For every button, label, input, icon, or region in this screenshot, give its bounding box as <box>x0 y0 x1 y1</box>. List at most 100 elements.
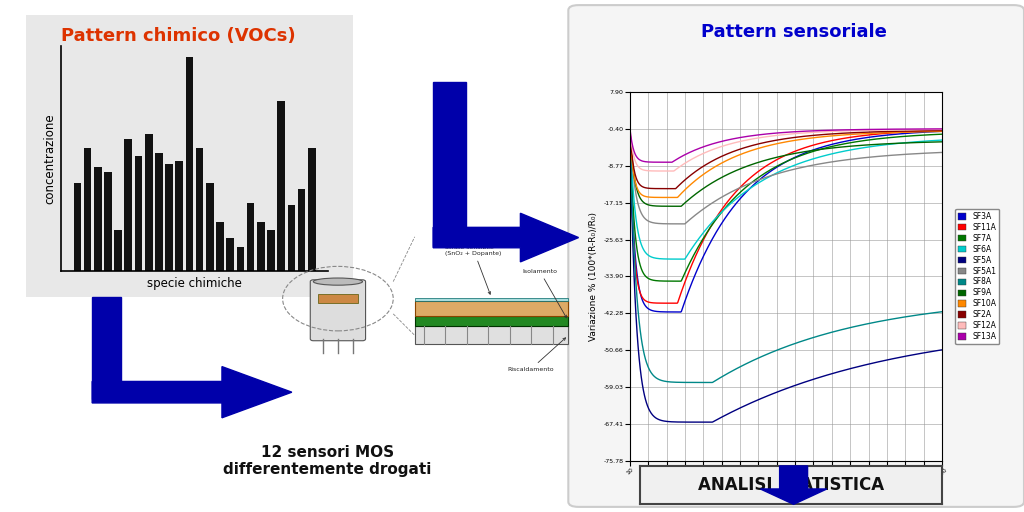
SF9A <box>675 203 687 209</box>
SF5A <box>679 419 691 425</box>
SF2A <box>624 124 636 130</box>
SF5A <box>706 419 718 425</box>
SF10A <box>765 142 777 148</box>
SF10A <box>624 124 636 130</box>
Bar <box>196 147 204 271</box>
Text: 12 sensori MOS
differentemente drogati: 12 sensori MOS differentemente drogati <box>223 444 432 477</box>
Line: SF7A: SF7A <box>630 127 942 281</box>
Text: Riscaldamento: Riscaldamento <box>507 338 565 372</box>
SF13A <box>705 141 717 147</box>
SF5A1 <box>936 150 948 156</box>
Bar <box>216 222 224 271</box>
SF12A <box>705 147 717 154</box>
SF8A <box>703 379 716 386</box>
SF11A <box>765 160 777 166</box>
SF2A <box>859 129 871 135</box>
Bar <box>94 167 101 271</box>
SF12A <box>859 127 871 134</box>
SF13A <box>936 126 948 132</box>
Y-axis label: concentrazione: concentrazione <box>43 113 56 204</box>
SF3A <box>833 140 845 146</box>
Text: Pattern chimico (VOCs): Pattern chimico (VOCs) <box>61 27 296 45</box>
SF11A <box>679 278 691 284</box>
SF12A <box>833 128 845 134</box>
SF7A <box>859 137 871 143</box>
SF10A <box>671 195 683 201</box>
Ellipse shape <box>313 278 362 285</box>
Text: ANALISI STATISTICA: ANALISI STATISTICA <box>698 476 884 494</box>
Bar <box>308 147 315 271</box>
SF9A <box>859 142 871 148</box>
Bar <box>175 161 183 271</box>
FancyBboxPatch shape <box>415 301 568 315</box>
Line: SF5A1: SF5A1 <box>630 127 942 224</box>
SF6A <box>833 149 845 155</box>
Bar <box>185 57 194 271</box>
Bar <box>144 134 153 271</box>
SF11A <box>808 142 820 148</box>
SF5A1 <box>833 158 845 164</box>
SF10A <box>808 135 820 141</box>
Bar <box>206 183 214 271</box>
SF11A <box>936 127 948 134</box>
X-axis label: Secondi: Secondi <box>761 484 811 495</box>
SF5A1 <box>678 221 690 227</box>
SF5A <box>936 347 948 353</box>
Text: Isolamento: Isolamento <box>522 269 566 318</box>
SF3A <box>624 124 636 130</box>
SF6A <box>679 255 691 261</box>
SF13A <box>808 127 820 134</box>
SF2A <box>808 132 820 138</box>
FancyBboxPatch shape <box>415 298 568 301</box>
SF3A <box>859 135 871 141</box>
Bar <box>298 189 305 271</box>
Line: SF13A: SF13A <box>630 127 942 162</box>
SF3A <box>675 309 687 315</box>
Legend: SF3A, SF11A, SF7A, SF6A, SF5A, SF5A1, SF8A, SF9A, SF10A, SF2A, SF12A, SF13A: SF3A, SF11A, SF7A, SF6A, SF5A, SF5A1, SF… <box>955 209 999 344</box>
Line: SF2A: SF2A <box>630 127 942 188</box>
SF6A <box>765 173 777 179</box>
Bar <box>135 156 142 271</box>
SF5A <box>859 362 871 368</box>
SF13A <box>859 126 871 133</box>
SF8A <box>624 124 636 130</box>
SF10A <box>936 129 948 135</box>
SF2A <box>833 131 845 137</box>
SF5A1 <box>679 220 691 226</box>
Bar <box>104 173 112 271</box>
FancyBboxPatch shape <box>415 315 568 327</box>
SF7A <box>705 224 717 230</box>
SF3A <box>679 296 691 303</box>
SF2A <box>670 185 682 191</box>
Line: SF12A: SF12A <box>630 127 942 171</box>
Y-axis label: Variazione % (100*(R-R₀)/R₀): Variazione % (100*(R-R₀)/R₀) <box>589 212 598 341</box>
Bar <box>247 203 254 271</box>
SF9A <box>679 199 691 205</box>
SF8A <box>679 379 691 386</box>
SF13A <box>679 152 691 158</box>
SF8A <box>936 309 948 315</box>
Line: SF9A: SF9A <box>630 127 942 206</box>
SF11A <box>833 136 845 142</box>
SF5A1 <box>765 173 777 179</box>
SF9A <box>833 144 845 151</box>
SF2A <box>679 176 691 182</box>
SF5A <box>703 419 716 425</box>
SF8A <box>765 349 777 355</box>
SF11A <box>671 300 683 306</box>
Line: SF10A: SF10A <box>630 127 942 198</box>
Line: SF3A: SF3A <box>630 127 942 312</box>
Bar <box>165 164 173 271</box>
SF3A <box>765 167 777 174</box>
SF2A <box>765 138 777 144</box>
Line: SF11A: SF11A <box>630 127 942 303</box>
Line: SF8A: SF8A <box>630 127 942 382</box>
SF2A <box>705 159 717 165</box>
SF5A <box>808 376 820 382</box>
Bar <box>278 101 285 271</box>
FancyBboxPatch shape <box>310 280 366 341</box>
SF6A <box>705 221 717 227</box>
SF12A <box>624 124 636 130</box>
SF13A <box>624 124 636 130</box>
Line: SF5A: SF5A <box>630 127 942 422</box>
